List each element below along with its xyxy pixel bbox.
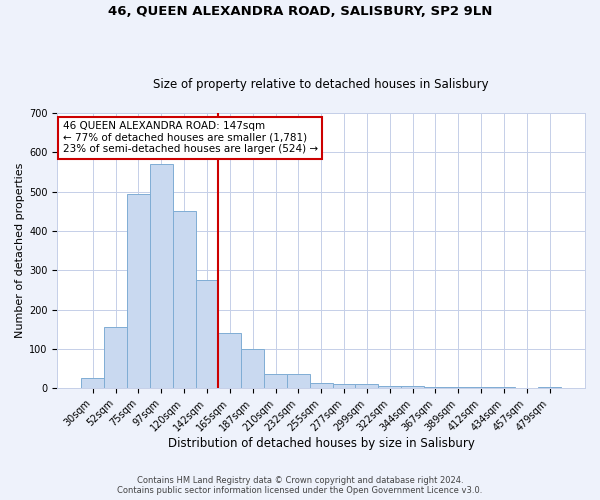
Bar	[287, 374, 310, 388]
Bar	[150, 164, 173, 388]
Title: Size of property relative to detached houses in Salisbury: Size of property relative to detached ho…	[154, 78, 489, 91]
Text: Contains HM Land Registry data © Crown copyright and database right 2024.
Contai: Contains HM Land Registry data © Crown c…	[118, 476, 482, 495]
Bar	[332, 384, 355, 388]
Bar	[538, 387, 561, 388]
Text: 46 QUEEN ALEXANDRA ROAD: 147sqm
← 77% of detached houses are smaller (1,781)
23%: 46 QUEEN ALEXANDRA ROAD: 147sqm ← 77% of…	[62, 122, 318, 154]
Bar	[82, 378, 104, 388]
Y-axis label: Number of detached properties: Number of detached properties	[15, 163, 25, 338]
Bar	[127, 194, 150, 388]
Bar	[401, 386, 424, 388]
Bar	[104, 327, 127, 388]
Bar	[196, 280, 218, 388]
Text: 46, QUEEN ALEXANDRA ROAD, SALISBURY, SP2 9LN: 46, QUEEN ALEXANDRA ROAD, SALISBURY, SP2…	[108, 5, 492, 18]
Bar	[447, 387, 470, 388]
Bar	[424, 387, 447, 388]
Bar	[264, 374, 287, 388]
Bar	[310, 383, 332, 388]
X-axis label: Distribution of detached houses by size in Salisbury: Distribution of detached houses by size …	[168, 437, 475, 450]
Bar	[355, 384, 378, 388]
Bar	[218, 333, 241, 388]
Bar	[241, 349, 264, 388]
Bar	[173, 212, 196, 388]
Bar	[378, 386, 401, 388]
